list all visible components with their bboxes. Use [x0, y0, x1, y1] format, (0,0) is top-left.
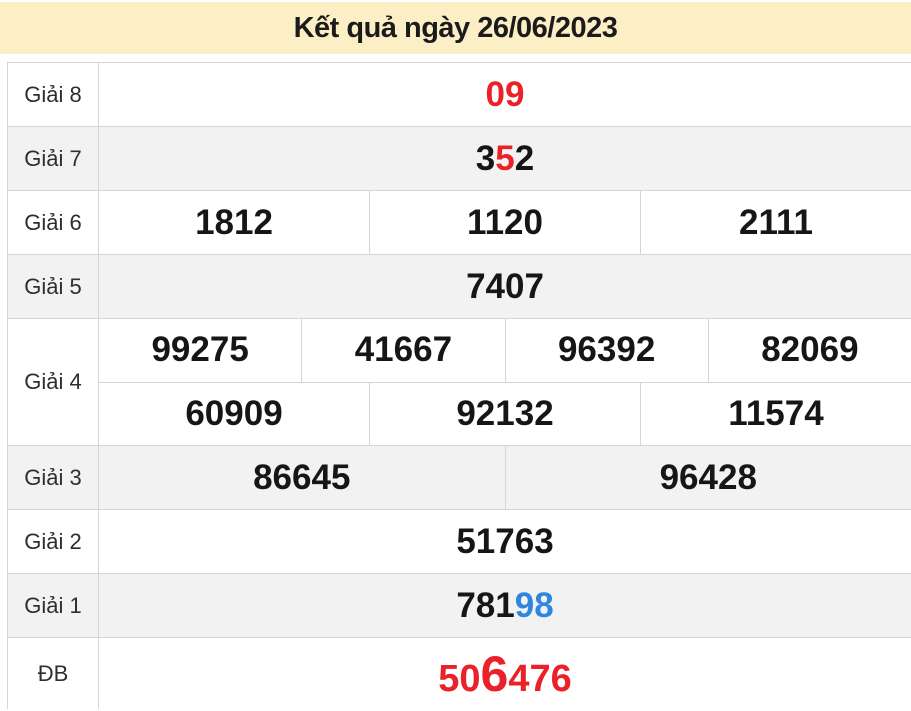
- digit-group: 82069: [761, 330, 858, 369]
- digit-group: 50: [438, 658, 480, 700]
- prize-number-cell: 86645: [99, 446, 505, 509]
- prize-line: 51763: [99, 510, 911, 573]
- digit-group: 86645: [253, 458, 350, 497]
- prize-values: 99275 41667 96392 82069 60909 92132: [99, 319, 911, 445]
- prize-values: 7407: [99, 255, 911, 318]
- prize-number-cell: 1120: [369, 191, 640, 254]
- prize-values: 86645 96428: [99, 446, 911, 509]
- prize-number-cell: 2111: [640, 191, 911, 254]
- prize-line: 86645 96428: [99, 446, 911, 509]
- prize-label: Giải 6: [8, 191, 99, 254]
- digit-group: 5: [495, 139, 514, 178]
- prize-label: Giải 3: [8, 446, 99, 509]
- prize-row-giai-1: Giải 1 78198: [8, 574, 911, 638]
- prize-label: Giải 1: [8, 574, 99, 637]
- prize-values: 78198: [99, 574, 911, 637]
- prize-number: 96392: [558, 330, 655, 370]
- digit-group: 2111: [739, 203, 813, 242]
- prize-line: 78198: [99, 574, 911, 637]
- digit-group: 476: [508, 658, 571, 700]
- prize-row-dac-biet: ĐB 506476: [8, 638, 911, 709]
- prize-number: 7407: [466, 267, 544, 307]
- prize-number: 51763: [456, 522, 553, 562]
- prize-number-cell: 41667: [301, 319, 504, 382]
- digit-group: 51763: [456, 522, 553, 561]
- prize-line: 60909 92132 11574: [99, 382, 911, 446]
- prize-number-cell: 92132: [369, 383, 640, 446]
- prize-number: 60909: [185, 394, 282, 434]
- prize-line: 352: [99, 127, 911, 190]
- prize-number-cell: 506476: [99, 638, 911, 709]
- prize-line: 506476: [99, 638, 911, 709]
- prize-number: 506476: [438, 645, 572, 703]
- prize-label: Giải 2: [8, 510, 99, 573]
- results-header: Kết quả ngày 26/06/2023: [0, 2, 911, 54]
- prize-row-giai-6: Giải 6 1812 1120 2111: [8, 191, 911, 255]
- prize-number: 86645: [253, 458, 350, 498]
- digit-group: 781: [456, 586, 514, 625]
- digit-group: 60909: [185, 394, 282, 433]
- digit-group: 2: [515, 139, 534, 178]
- prize-line: 99275 41667 96392 82069: [99, 319, 911, 382]
- prize-number: 82069: [761, 330, 858, 370]
- prize-row-giai-5: Giải 5 7407: [8, 255, 911, 319]
- digit-group: 1812: [195, 203, 273, 242]
- digit-group: 6: [481, 646, 509, 702]
- prize-number: 09: [486, 75, 525, 115]
- prize-number-cell: 82069: [708, 319, 911, 382]
- prize-number-cell: 51763: [99, 510, 911, 573]
- prize-label: ĐB: [8, 638, 99, 709]
- digit-group: 96392: [558, 330, 655, 369]
- prize-line: 7407: [99, 255, 911, 318]
- prize-values: 09: [99, 63, 911, 126]
- prize-number-cell: 96392: [505, 319, 708, 382]
- digit-group: 09: [486, 75, 525, 114]
- prize-number: 96428: [660, 458, 757, 498]
- prize-values: 506476: [99, 638, 911, 709]
- digit-group: 41667: [355, 330, 452, 369]
- prize-number: 78198: [456, 586, 553, 626]
- prize-number: 352: [476, 139, 534, 179]
- prize-number-cell: 99275: [99, 319, 301, 382]
- prize-number: 92132: [456, 394, 553, 434]
- digit-group: 11574: [728, 394, 823, 433]
- prize-number-cell: 96428: [505, 446, 911, 509]
- prize-number-cell: 78198: [99, 574, 911, 637]
- prize-label: Giải 7: [8, 127, 99, 190]
- digit-group: 96428: [660, 458, 757, 497]
- prize-number: 99275: [151, 330, 248, 370]
- prize-number-cell: 60909: [99, 383, 369, 446]
- page-title: Kết quả ngày 26/06/2023: [294, 12, 618, 45]
- prize-row-giai-8: Giải 8 09: [8, 63, 911, 127]
- prize-label: Giải 5: [8, 255, 99, 318]
- prize-row-giai-4: Giải 4 99275 41667 96392 82069 60909: [8, 319, 911, 446]
- prize-number-cell: 7407: [99, 255, 911, 318]
- prize-label: Giải 8: [8, 63, 99, 126]
- digit-group: 1120: [467, 203, 543, 242]
- prize-number: 2111: [739, 203, 813, 243]
- prize-number: 1120: [467, 203, 543, 243]
- prize-number-cell: 11574: [640, 383, 911, 446]
- prize-row-giai-7: Giải 7 352: [8, 127, 911, 191]
- prize-row-giai-2: Giải 2 51763: [8, 510, 911, 574]
- prize-number-cell: 1812: [99, 191, 369, 254]
- digit-group: 92132: [456, 394, 553, 433]
- digit-group: 3: [476, 139, 495, 178]
- prize-line: 1812 1120 2111: [99, 191, 911, 254]
- digit-group: 7407: [466, 267, 544, 306]
- digit-group: 98: [515, 586, 554, 625]
- prize-number: 11574: [728, 394, 823, 434]
- prize-line: 09: [99, 63, 911, 126]
- digit-group: 99275: [151, 330, 248, 369]
- prize-label: Giải 4: [8, 319, 99, 445]
- prize-number-cell: 352: [99, 127, 911, 190]
- prize-values: 352: [99, 127, 911, 190]
- lottery-results-table: Giải 8 09 Giải 7 352 Giải 6 1812: [7, 62, 911, 709]
- prize-row-giai-3: Giải 3 86645 96428: [8, 446, 911, 510]
- prize-number: 1812: [195, 203, 273, 243]
- prize-values: 51763: [99, 510, 911, 573]
- prize-values: 1812 1120 2111: [99, 191, 911, 254]
- prize-number-cell: 09: [99, 63, 911, 126]
- prize-number: 41667: [355, 330, 452, 370]
